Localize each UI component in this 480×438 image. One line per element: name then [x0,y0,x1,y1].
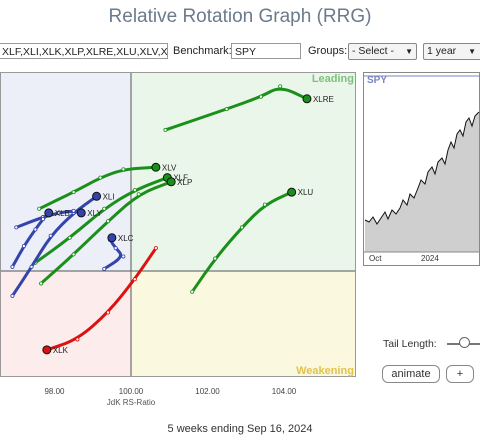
point-xlp [71,252,76,257]
tail-length-label: Tail Length: [383,338,437,350]
point-xlv [37,206,42,211]
point-xlk [132,277,137,282]
benchmark-symbol: SPY [367,75,387,86]
x-tick-label: 100.00 [119,387,144,396]
page-title: Relative Rotation Graph (RRG) [108,6,372,27]
tail-xlre [163,87,309,132]
benchmark-area [365,112,479,252]
benchmark-chart: SPY Oct 2024 [363,72,480,266]
point-xlp [39,281,44,286]
point-xlf [102,206,107,211]
tail-xlf [33,176,169,265]
groups-select[interactable]: - Select - ▼ [348,43,417,60]
point-xlc-head[interactable] [107,233,117,243]
point-xlc [102,266,107,271]
point-xly [71,208,76,213]
point-xly-head[interactable] [76,208,86,218]
point-xly [56,210,61,215]
symbols-input[interactable]: XLF,XLI,XLK,XLP,XLRE,XLU,XLV,XL [0,43,168,59]
label-xlb: XLB [55,209,70,218]
tail-xlp [39,180,173,285]
x-axis-label: JdK RS-Ratio [107,398,156,407]
label-xlk: XLK [53,346,69,355]
animate-button[interactable]: animate [382,365,440,383]
groups-label: Groups: [308,45,348,57]
label-xli: XLI [103,192,115,201]
point-xlv [71,190,76,195]
label-xlv: XLV [162,163,177,172]
leading-quadrant [131,72,356,271]
label-xlu: XLU [298,188,314,197]
point-xlre [163,127,168,132]
point-xlv [121,167,126,172]
point-xlu [190,289,195,294]
weakening-quadrant [131,271,356,377]
point-xly [14,225,19,230]
benchmark-tick-oct: Oct [369,254,382,263]
point-xlp [136,192,141,197]
leading-label: Leading [312,73,354,85]
groups-select-value: - Select - [352,45,395,57]
point-xlu [262,202,267,207]
x-tick-label: 98.00 [44,387,65,396]
x-tick-label: 102.00 [195,387,220,396]
toolbar: XLF,XLI,XLK,XLP,XLRE,XLU,XLV,XL Benchmar… [0,43,480,63]
point-xlp [106,219,111,224]
tail-length-slider-handle[interactable] [459,337,470,348]
point-xlk [106,310,111,315]
label-xlre: XLRE [313,95,334,104]
period-select[interactable]: 1 year ▼ [423,43,480,60]
benchmark-tick-2024: 2024 [421,254,439,263]
point-xlk [153,246,158,251]
label-xlp: XLP [177,178,192,187]
point-xlv-head[interactable] [151,162,161,172]
point-xlu-head[interactable] [287,187,297,197]
benchmark-input[interactable]: SPY [231,43,301,59]
plus-button[interactable]: + [446,365,474,383]
point-xlb-head[interactable] [44,208,54,218]
point-xlf [132,188,137,193]
label-xlf: XLF [173,174,188,183]
point-xli [48,233,53,238]
chevron-down-icon: ▼ [468,47,476,56]
point-xlf [67,235,72,240]
label-xlc: XLC [118,234,134,243]
benchmark-line [364,111,480,225]
point-xlre [278,84,283,89]
point-xlk-head[interactable] [42,345,52,355]
point-xlc [113,246,118,251]
point-xli [29,264,34,269]
period-select-value: 1 year [427,45,457,57]
point-xlc [121,254,126,259]
weakening-label: Weakening [296,365,354,377]
x-axis-ticks: 98.00 100.00 102.00 104.00 [44,387,296,396]
benchmark-label: Benchmark: [173,45,232,57]
point-xlb [33,227,38,232]
tail-xli [10,194,99,298]
point-xlre [259,94,264,99]
chart-border [0,72,356,377]
point-xlb [21,244,26,249]
tail-xlu [190,190,294,294]
point-xlb [41,217,46,222]
point-xlp-head[interactable] [166,177,176,187]
point-xlre [224,107,229,112]
label-xly: XLY [87,209,102,218]
point-xlk [75,337,80,342]
lagging-quadrant [0,271,131,377]
point-xlv [98,175,103,180]
tail-xlv [37,165,158,211]
point-xlre-head[interactable] [302,94,312,104]
point-xli [10,293,15,298]
point-xlu [213,256,218,261]
point-xlb [10,264,15,269]
x-tick-label: 104.00 [272,387,297,396]
point-xlu [239,225,244,230]
period-caption: 5 weeks ending Sep 16, 2024 [167,423,313,435]
tail-xlk [45,246,158,352]
point-xli-head[interactable] [92,191,102,201]
chevron-down-icon: ▼ [405,47,413,56]
